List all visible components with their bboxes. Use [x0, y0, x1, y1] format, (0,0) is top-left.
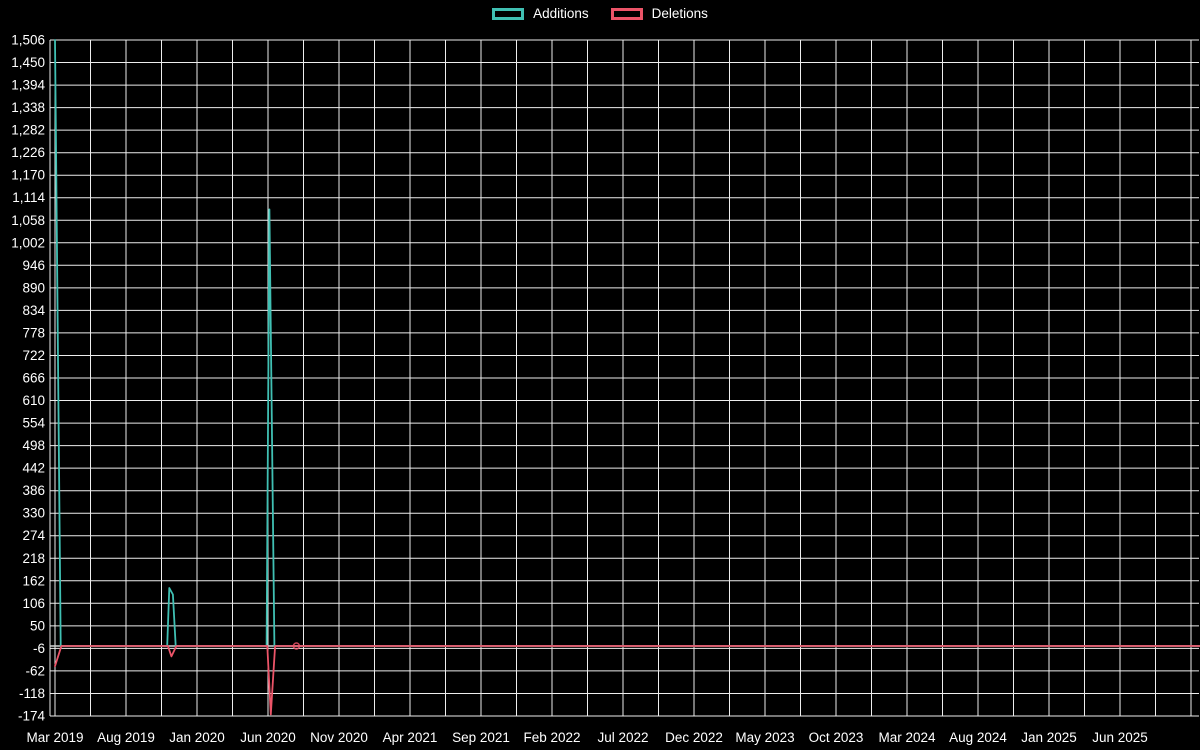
x-tick-label: Nov 2020	[310, 730, 368, 745]
isolated-point-marker	[292, 642, 301, 650]
y-tick-label: 442	[22, 461, 45, 476]
y-tick-label: 1,338	[11, 100, 45, 115]
x-tick-label: Sep 2021	[452, 730, 510, 745]
y-tick-label: 890	[22, 280, 45, 295]
legend-item-additions[interactable]: Additions	[492, 6, 589, 21]
y-tick-label: 1,002	[11, 235, 45, 250]
legend-label-additions: Additions	[533, 6, 589, 21]
legend-label-deletions: Deletions	[651, 6, 708, 21]
x-tick-label: Mar 2019	[26, 730, 83, 745]
y-tick-label: 1,450	[11, 55, 45, 70]
chart-legend: Additions Deletions	[0, 6, 1200, 21]
y-tick-label: 666	[22, 371, 45, 386]
axis-labels: 1,506 1,450 1,394 1,338 1,282 1,226 1,170 1,114…	[11, 33, 1148, 746]
y-tick-label: 1,058	[11, 213, 45, 228]
y-tick-label: 330	[22, 506, 45, 521]
y-tick-label: 1,170	[11, 168, 45, 183]
y-tick-label: 162	[22, 573, 45, 588]
x-tick-label: Jan 2020	[169, 730, 225, 745]
additions-swatch-icon	[492, 7, 525, 20]
y-tick-label: 50	[30, 618, 45, 633]
y-tick-label: -62	[25, 663, 45, 678]
x-tick-label: Jun 2025	[1092, 730, 1148, 745]
x-tick-label: Aug 2024	[949, 730, 1007, 745]
y-tick-label: 1,394	[11, 78, 45, 93]
series-line-deletions	[54, 645, 1200, 716]
x-tick-label: Mar 2024	[878, 730, 936, 745]
y-tick-label: 946	[22, 258, 45, 273]
y-tick-label: 1,114	[12, 190, 45, 205]
y-tick-label: 1,282	[11, 123, 45, 138]
y-tick-label: -174	[18, 709, 46, 724]
y-tick-label: -6	[33, 641, 45, 656]
x-tick-label: May 2023	[735, 730, 794, 745]
y-tick-label: 218	[22, 551, 45, 566]
x-tick-label: Oct 2023	[809, 730, 864, 745]
x-tick-label: Dec 2022	[665, 730, 723, 745]
grid-lines	[49, 39, 1199, 717]
legend-item-deletions[interactable]: Deletions	[610, 6, 708, 21]
y-tick-label: 1,506	[11, 33, 45, 48]
x-tick-label: Feb 2022	[523, 730, 580, 745]
y-tick-label: -118	[19, 686, 45, 701]
x-tick-label: Jan 2025	[1021, 730, 1077, 745]
y-tick-label: 554	[22, 416, 45, 431]
y-tick-label: 1,226	[11, 145, 45, 160]
x-tick-label: Jun 2020	[240, 730, 296, 745]
deletions-swatch-icon	[610, 7, 643, 20]
y-tick-label: 386	[22, 483, 45, 498]
y-tick-label: 274	[22, 528, 45, 543]
y-tick-label: 834	[22, 303, 45, 318]
y-tick-label: 106	[22, 596, 45, 611]
y-tick-label: 498	[22, 438, 45, 453]
x-tick-label: Aug 2019	[97, 730, 155, 745]
y-tick-label: 778	[22, 325, 45, 340]
y-tick-label: 610	[22, 393, 45, 408]
x-tick-label: Jul 2022	[597, 730, 648, 745]
series-line-additions	[54, 39, 1200, 647]
y-tick-label: 722	[22, 348, 45, 363]
x-tick-label: Apr 2021	[383, 730, 438, 745]
